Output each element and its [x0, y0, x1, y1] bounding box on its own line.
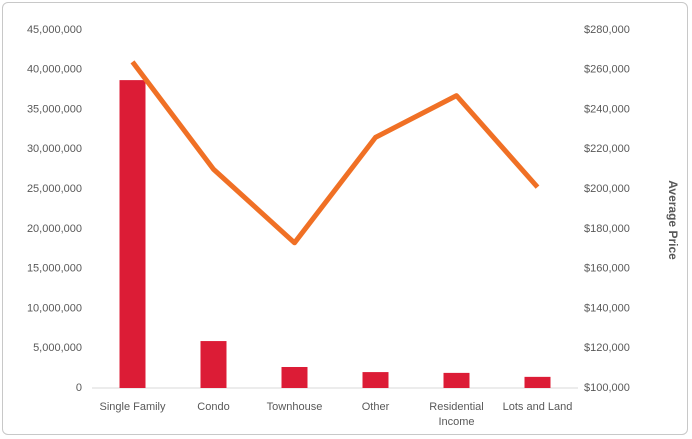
- line: [130, 60, 540, 246]
- y2-tick-label: $200,000: [584, 183, 630, 195]
- y2-tick-label: $220,000: [584, 143, 630, 155]
- y2-tick-label: $280,000: [584, 24, 630, 36]
- x-tick-label: Condo: [197, 401, 230, 413]
- y-tick-label: 40,000,000: [27, 64, 82, 76]
- y2-tick-label: $140,000: [584, 302, 630, 314]
- bar: [200, 341, 227, 388]
- x-tick-label: Lots and Land: [502, 401, 573, 413]
- y-tick-label: 45,000,000: [27, 24, 82, 36]
- y-tick-label: 20,000,000: [27, 223, 82, 235]
- y2-tick-label: $180,000: [584, 223, 630, 235]
- bar: [281, 366, 308, 388]
- x-tick-label: Other: [361, 401, 390, 413]
- x-tick-label: Residential Income: [429, 401, 484, 428]
- y2-tick-label: $240,000: [584, 103, 630, 115]
- y-tick-label: 35,000,000: [27, 103, 82, 115]
- y2-tick-label: $260,000: [584, 64, 630, 76]
- bar: [524, 376, 551, 388]
- x-tick-label: Single Family: [99, 401, 166, 413]
- chart-frame: [2, 2, 688, 435]
- y-tick-label: 5,000,000: [33, 342, 82, 354]
- bar: [119, 80, 146, 389]
- y-tick-label: 30,000,000: [27, 143, 82, 155]
- bar: [443, 372, 470, 388]
- y-tick-label: 10,000,000: [27, 302, 82, 314]
- y2-tick-label: $120,000: [584, 342, 630, 354]
- bar: [362, 372, 389, 388]
- x-tick-label: Townhouse: [266, 401, 323, 413]
- y-tick-label: 15,000,000: [27, 263, 82, 275]
- y-tick-label: 25,000,000: [27, 183, 82, 195]
- y2-axis-label: Average Price: [666, 180, 680, 260]
- y-tick-label: 0: [76, 382, 82, 394]
- y2-tick-label: $160,000: [584, 263, 630, 275]
- y2-tick-label: $100,000: [584, 382, 630, 394]
